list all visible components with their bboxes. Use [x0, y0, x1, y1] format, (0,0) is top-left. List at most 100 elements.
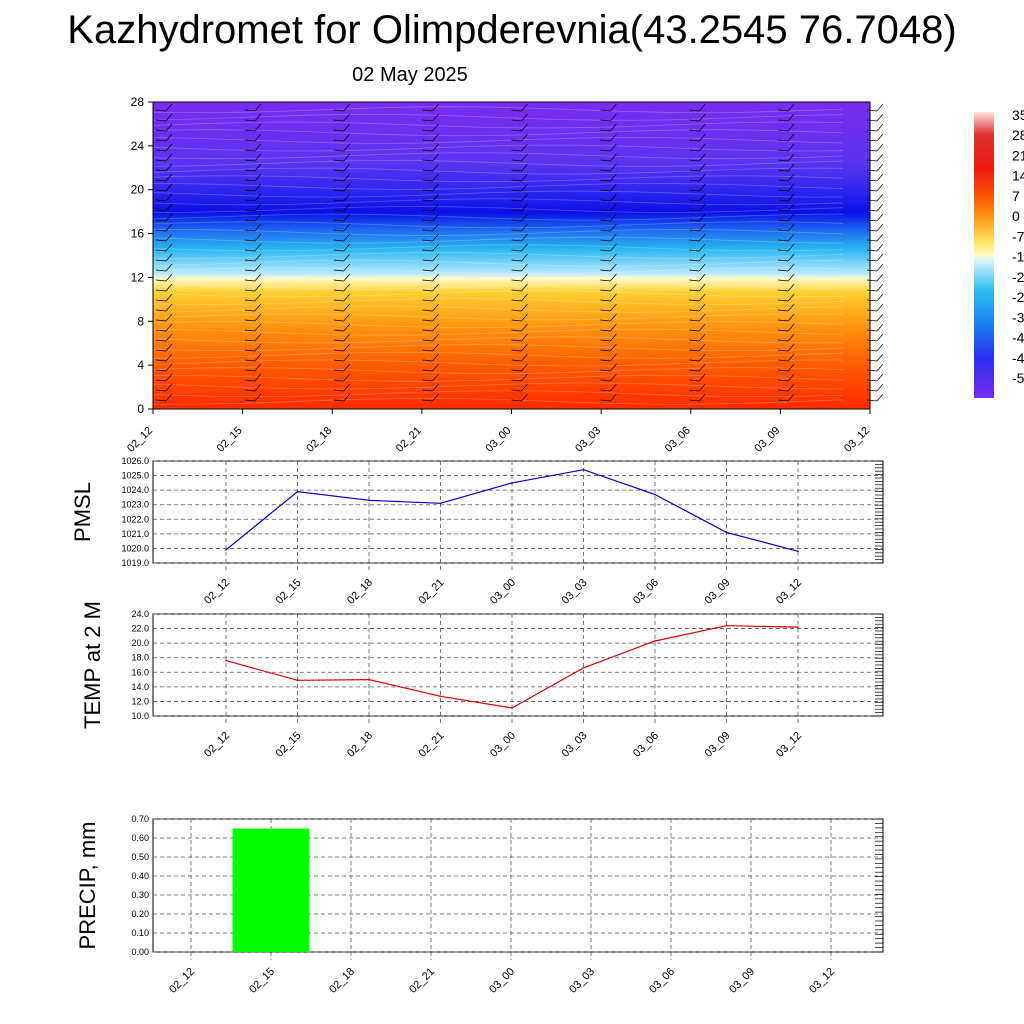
wind-barb-flag — [698, 383, 706, 392]
wind-barb-flag — [432, 303, 439, 312]
wind-barb — [866, 179, 878, 182]
contour-line — [152, 367, 844, 375]
wind-barb-flag — [876, 283, 884, 292]
wind-barb-flag — [876, 203, 884, 212]
contour-line — [152, 190, 844, 198]
cs-ytick-label: 28 — [131, 95, 145, 109]
cs-xtick-label: 03_12 — [842, 425, 872, 455]
wind-barb — [422, 239, 433, 242]
wind-barb-flag — [787, 353, 795, 362]
wind-barb — [866, 109, 878, 112]
wind-barb-flag — [432, 273, 439, 282]
wind-barb — [866, 229, 878, 232]
wind-barb-flag — [165, 373, 173, 382]
wind-barb-flag — [432, 313, 439, 322]
wind-barb-flag — [610, 103, 617, 112]
contour-line — [152, 136, 844, 144]
wind-barb — [155, 209, 167, 212]
wind-barb-flag — [876, 103, 884, 112]
wind-barb — [511, 149, 522, 152]
precip-xtick-label: 03_06 — [647, 966, 677, 996]
wind-barb-flag — [165, 123, 173, 132]
wind-barb-flag — [698, 133, 706, 142]
wind-barb-flag — [432, 383, 439, 392]
contour-line — [152, 275, 844, 282]
wind-barb — [244, 199, 255, 202]
wind-barb — [866, 139, 878, 142]
wind-barb — [511, 369, 522, 372]
wind-barb — [155, 349, 167, 352]
wind-barb — [600, 279, 611, 282]
wind-barb-flag — [610, 263, 617, 272]
wind-barb — [422, 319, 433, 322]
wind-barb — [689, 369, 700, 372]
wind-barb-flag — [165, 153, 173, 162]
wind-barb — [866, 209, 878, 212]
temp-ytick-label: 22.0 — [131, 624, 149, 634]
wind-barb-flag — [521, 263, 528, 272]
pmsl-data-point — [725, 531, 728, 534]
temp-xtick-label: 03_12 — [774, 730, 804, 760]
wind-barb-flag — [521, 203, 528, 212]
wind-barb — [689, 219, 700, 222]
contour-lines — [152, 106, 844, 405]
wind-barb-flag — [876, 253, 884, 262]
wind-barb-flag — [165, 113, 173, 122]
wind-barb — [866, 299, 878, 302]
wind-barb-flag — [254, 123, 262, 132]
wind-barb — [155, 269, 167, 272]
wind-barb-flag — [521, 193, 528, 202]
wind-barb-flag — [343, 173, 351, 182]
wind-barb-flag — [521, 243, 528, 252]
wind-barb-flag — [343, 343, 351, 352]
wind-barb — [333, 179, 344, 182]
wind-barb — [689, 359, 700, 362]
wind-barb — [866, 309, 878, 312]
wind-barb — [511, 329, 522, 332]
wind-barb — [866, 259, 878, 262]
wind-barb — [600, 239, 611, 242]
wind-barb-flag — [876, 233, 884, 242]
wind-barb-flag — [787, 113, 795, 122]
wind-barb-flag — [787, 363, 795, 372]
wind-barb-flag — [343, 223, 351, 232]
wind-barb-flag — [787, 233, 795, 242]
colorbar-label: -4 — [1012, 350, 1024, 366]
wind-barb-flag — [254, 173, 262, 182]
wind-barb — [689, 319, 700, 322]
cs-ytick-label: 16 — [131, 227, 145, 241]
wind-barb — [155, 189, 167, 192]
wind-barb-flag — [787, 283, 795, 292]
wind-barb — [511, 379, 522, 382]
cs-xtick-label: 03_00 — [484, 425, 514, 455]
wind-barb-flag — [521, 333, 528, 342]
wind-barb — [244, 309, 255, 312]
wind-barb-flag — [698, 263, 706, 272]
wind-barb — [422, 129, 433, 132]
colorbar-label: 28 — [1012, 127, 1024, 143]
contour-line — [152, 382, 844, 390]
contour-line — [152, 267, 844, 275]
wind-barb-flag — [610, 123, 617, 132]
wind-barb — [244, 369, 255, 372]
wind-barb-flag — [610, 253, 617, 262]
pmsl-data-point — [511, 482, 513, 484]
wind-barb — [422, 209, 433, 212]
cs-xtick-label: 02_12 — [125, 425, 155, 455]
colorbar-label: 21 — [1012, 147, 1024, 163]
temp-data-point — [511, 707, 513, 709]
temp-ytick-label: 24.0 — [131, 609, 149, 619]
precip-xtick-label: 02_18 — [327, 966, 357, 996]
wind-barb-flag — [343, 253, 351, 262]
temp-data-point — [654, 640, 656, 642]
wind-barb-flag — [254, 233, 262, 242]
wind-barb — [155, 149, 167, 152]
wind-barb — [511, 349, 522, 352]
wind-barb-flag — [254, 263, 262, 272]
wind-barb — [689, 299, 700, 302]
wind-barb — [244, 349, 255, 352]
pmsl-ytick-label: 1022.0 — [121, 514, 149, 524]
wind-barb — [689, 119, 700, 122]
wind-barb-flag — [787, 313, 795, 322]
wind-barb — [600, 119, 611, 122]
